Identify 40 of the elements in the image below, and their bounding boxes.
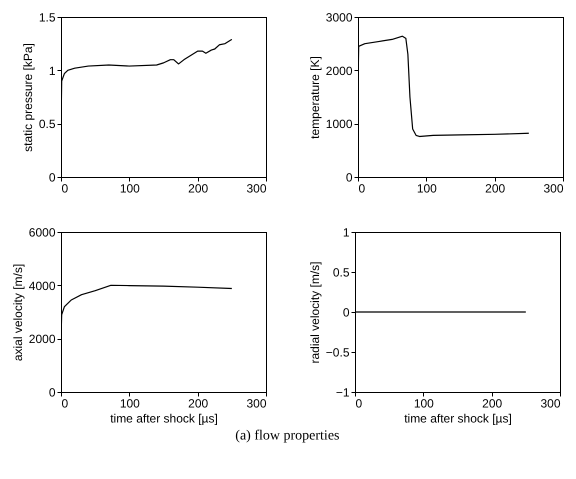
x-tick-label: 200 — [188, 182, 208, 196]
y-tick-label: 2000 — [28, 332, 56, 346]
x-tick-label: 200 — [485, 182, 506, 196]
x-tick-label: 100 — [120, 396, 140, 410]
x-tick-label: 300 — [540, 396, 561, 410]
y-tick-label: 0 — [48, 170, 56, 184]
y-tick-label: −1 — [336, 386, 350, 400]
y-tick-label: 0.5 — [38, 117, 56, 132]
text: (a) flow properties — [235, 428, 340, 444]
y-axis-title: radial velocity [m/s] — [308, 261, 322, 364]
y-tick-label: 4000 — [28, 278, 56, 293]
x-tick-label: 300 — [246, 396, 267, 410]
y-axis-title: axial velocity [m/s] — [10, 264, 25, 362]
y-tick-label: 6000 — [28, 226, 56, 240]
y-tick-label: 2000 — [326, 64, 353, 78]
x-tick-label: 0 — [358, 182, 366, 196]
x-axis-title: time after shock [µs] — [404, 412, 512, 426]
x-tick-label: 200 — [188, 396, 208, 410]
x-axis-title: time after shock [µs] — [110, 412, 218, 426]
x-tick-label: 100 — [414, 396, 434, 410]
x-tick-label: 0 — [62, 182, 68, 196]
y-tick-label: 0 — [48, 386, 56, 400]
x-tick-label: 300 — [543, 182, 564, 196]
y-tick-label: 0 — [342, 306, 350, 320]
x-tick-label: 100 — [120, 182, 140, 196]
x-tick-label: 0 — [356, 396, 362, 410]
y-tick-label: 1.5 — [38, 10, 56, 24]
y-axis-title: temperature [K] — [308, 56, 322, 139]
y-tick-label: −0.5 — [326, 346, 350, 360]
y-tick-label: 0.5 — [332, 266, 350, 280]
y-tick-label: 1 — [48, 64, 56, 78]
x-tick-label: 0 — [62, 396, 68, 410]
y-tick-label: 3000 — [326, 10, 353, 24]
y-axis-title: static pressure [kPa] — [20, 43, 35, 152]
y-tick-label: 1 — [342, 226, 350, 240]
y-tick-label: 1000 — [326, 117, 353, 132]
x-tick-label: 300 — [246, 182, 267, 196]
x-tick-label: 200 — [482, 396, 502, 410]
y-tick-label: 0 — [346, 170, 353, 184]
x-tick-label: 100 — [416, 182, 438, 196]
